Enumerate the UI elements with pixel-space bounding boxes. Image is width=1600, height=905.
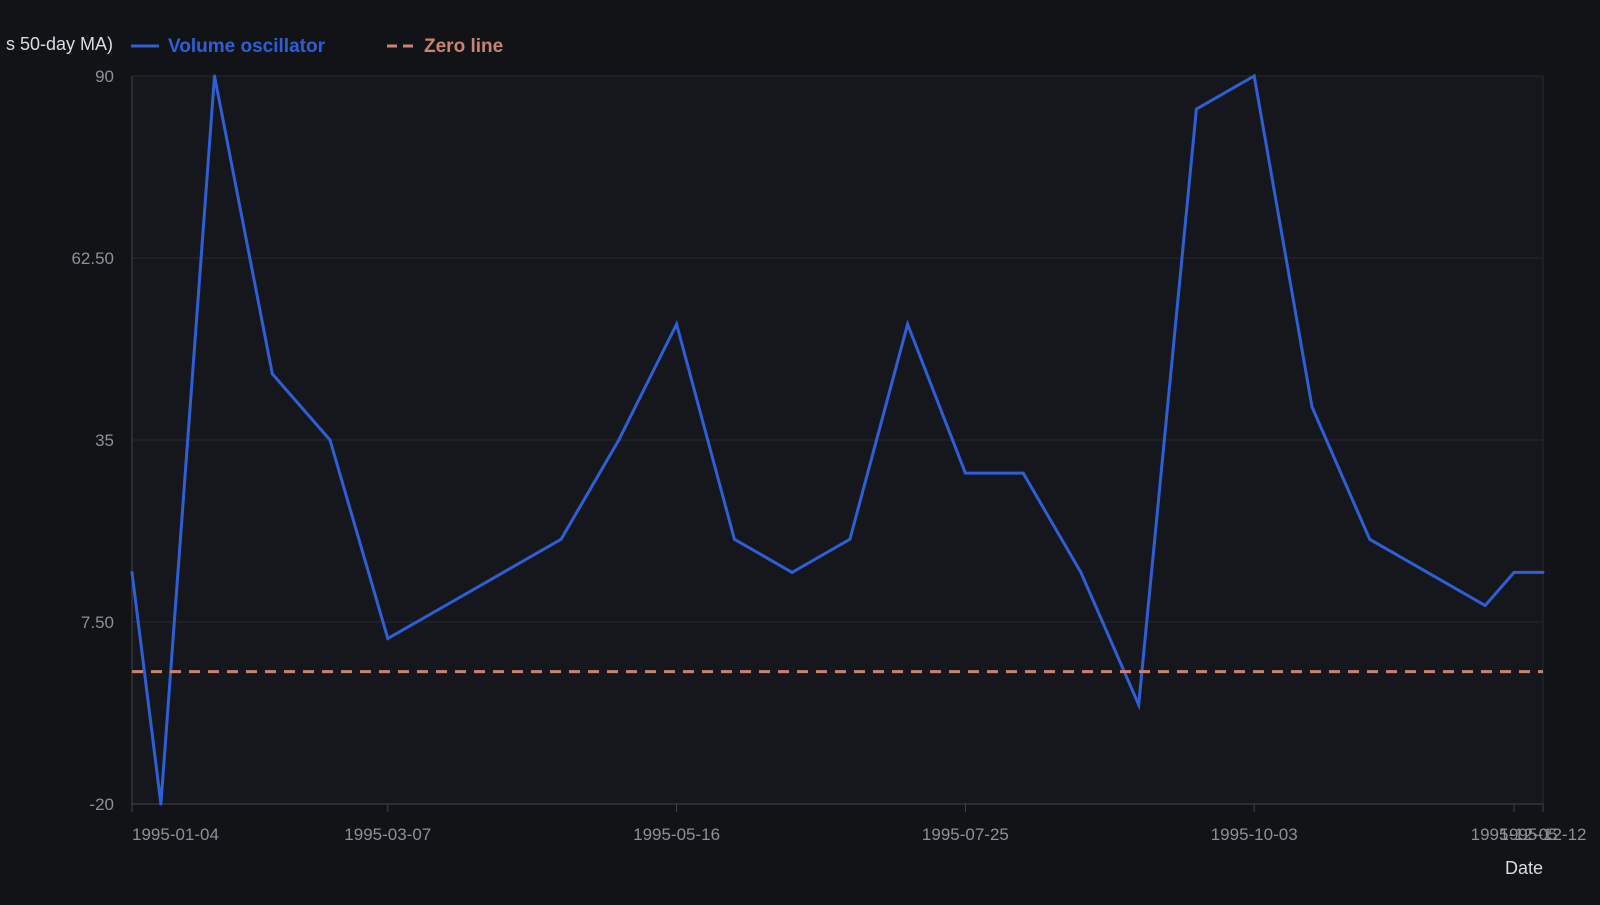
volume-oscillator-point (386, 637, 390, 641)
volume-oscillator-point (848, 537, 852, 541)
x-axis-label: Date (1505, 858, 1543, 878)
y-tick-label: -20 (89, 795, 114, 814)
volume-oscillator-point (1079, 570, 1083, 574)
volume-oscillator-point (270, 372, 274, 376)
volume-oscillator-point (963, 471, 967, 475)
volume-oscillator-point (1541, 570, 1545, 574)
y-tick-label: 90 (95, 67, 114, 86)
volume-oscillator-point (675, 322, 679, 326)
volume-oscillator-point (617, 438, 621, 442)
legend: s 50-day MA) Volume oscillator Zero line (6, 34, 503, 57)
y-tick-label: 62.50 (71, 249, 114, 268)
volume-oscillator-point (732, 537, 736, 541)
volume-oscillator-point (159, 802, 163, 806)
volume-oscillator-point (1021, 471, 1025, 475)
x-tick-label: 1995-03-07 (344, 825, 431, 844)
axes: -20 7.50 35 62.50 90 1995-01-04 1995-03-07 1995… (71, 67, 1586, 844)
x-tick-label: 1995-12-12 (1500, 825, 1587, 844)
volume-oscillator-point (559, 537, 563, 541)
volume-oscillator-point (1425, 570, 1429, 574)
volume-oscillator-point (1310, 405, 1314, 409)
volume-oscillator-point (790, 570, 794, 574)
series-layer (130, 73, 1545, 806)
volume-oscillator-point (130, 570, 134, 574)
volume-oscillator-point (1252, 74, 1256, 78)
volume-oscillator-point (1194, 107, 1198, 111)
legend-label-zero-line[interactable]: Zero line (424, 36, 503, 57)
volume-oscillator-point (213, 74, 217, 78)
legend-label-volume-oscillator[interactable]: Volume oscillator (168, 36, 326, 57)
x-tick-label: 1995-07-25 (922, 825, 1009, 844)
volume-oscillator-point (501, 570, 505, 574)
volume-oscillator-point (328, 438, 332, 442)
x-tick-label: 1995-10-03 (1211, 825, 1298, 844)
x-tick-label: 1995-12-05 (1471, 825, 1558, 844)
volume-oscillator-point (444, 603, 448, 607)
volume-oscillator-point (1137, 703, 1141, 707)
volume-oscillator-point (906, 322, 910, 326)
y-tick-label: 7.50 (81, 613, 114, 632)
y-axis-label-fragment: s 50-day MA) (6, 34, 113, 54)
x-tick-label: 1995-05-16 (633, 825, 720, 844)
volume-oscillator-point (1512, 570, 1516, 574)
x-tick-label: 1995-01-04 (132, 825, 219, 844)
volume-oscillator-point (1483, 603, 1487, 607)
volume-oscillator-point (1368, 537, 1372, 541)
y-tick-label: 35 (95, 431, 114, 450)
